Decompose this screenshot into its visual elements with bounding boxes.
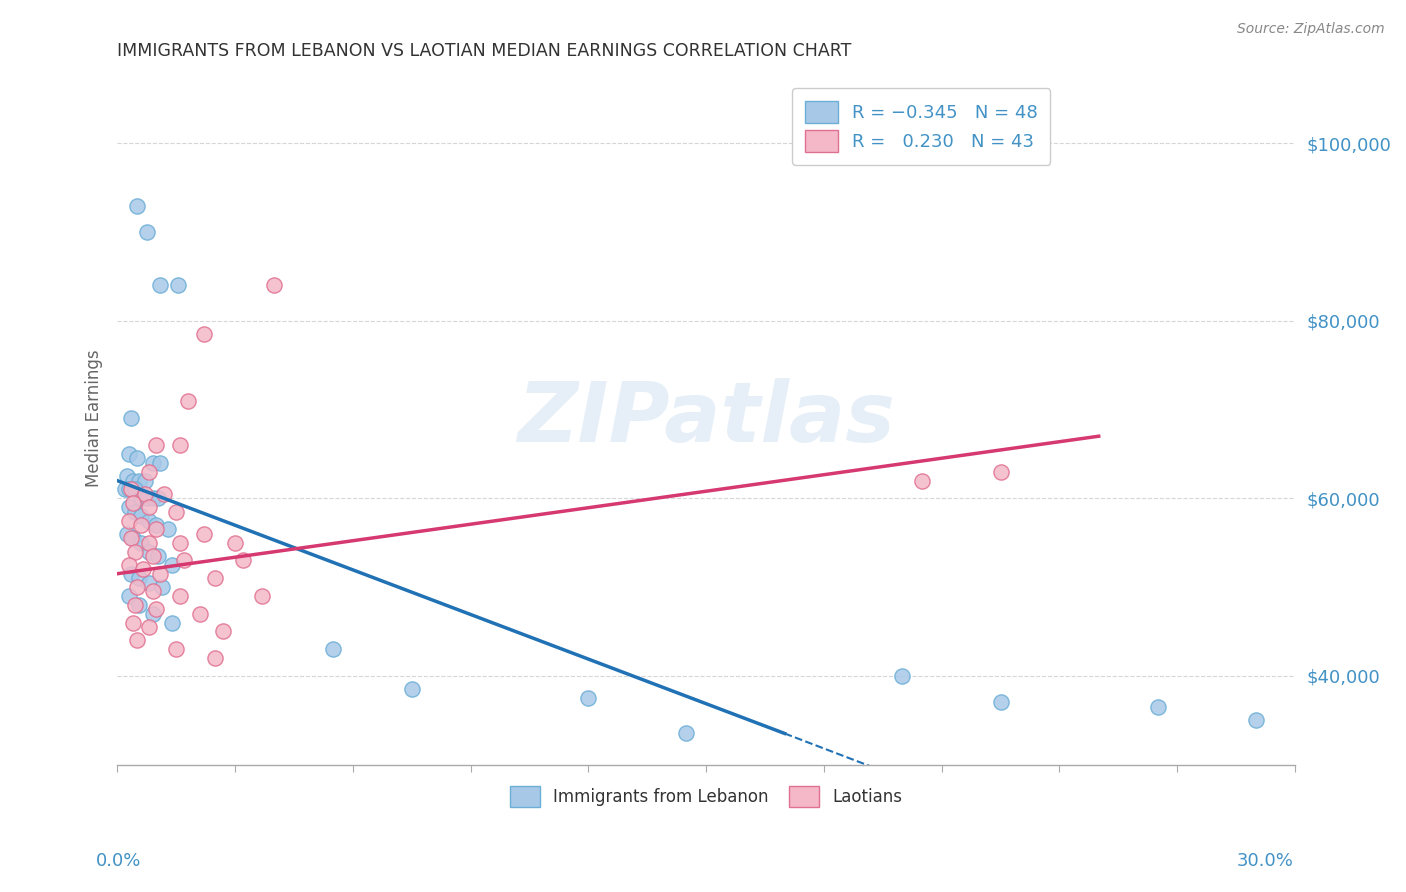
Point <box>141 607 163 621</box>
Point <box>114 483 136 497</box>
Point <box>138 465 160 479</box>
Point <box>911 474 934 488</box>
Point <box>138 500 160 515</box>
Point <box>173 553 195 567</box>
Text: Source: ZipAtlas.com: Source: ZipAtlas.com <box>1237 22 1385 37</box>
Point <box>134 487 156 501</box>
Point <box>145 522 167 536</box>
Point <box>118 589 141 603</box>
Point <box>125 580 148 594</box>
Point <box>138 544 160 558</box>
Point <box>115 469 138 483</box>
Point <box>141 491 163 506</box>
Point <box>122 474 145 488</box>
Point <box>124 598 146 612</box>
Point <box>129 491 152 506</box>
Text: ZIPatlas: ZIPatlas <box>517 378 896 459</box>
Point <box>177 393 200 408</box>
Point <box>131 562 153 576</box>
Point <box>118 514 141 528</box>
Point <box>204 651 226 665</box>
Point <box>204 571 226 585</box>
Point <box>157 522 180 536</box>
Point <box>401 682 423 697</box>
Point <box>118 447 141 461</box>
Point <box>145 438 167 452</box>
Text: 30.0%: 30.0% <box>1237 852 1294 870</box>
Point <box>263 278 285 293</box>
Point <box>129 518 152 533</box>
Point <box>122 615 145 630</box>
Point <box>120 531 142 545</box>
Point <box>149 278 172 293</box>
Point <box>322 642 344 657</box>
Point <box>138 620 160 634</box>
Point <box>124 505 146 519</box>
Point <box>148 549 170 563</box>
Point <box>990 465 1012 479</box>
Point <box>118 483 141 497</box>
Point <box>138 514 160 528</box>
Point <box>124 544 146 558</box>
Point <box>141 549 163 563</box>
Point <box>252 589 274 603</box>
Point <box>141 456 163 470</box>
Point <box>167 278 190 293</box>
Point <box>138 535 160 549</box>
Point <box>120 411 142 425</box>
Point <box>153 487 176 501</box>
Point <box>188 607 211 621</box>
Point <box>125 451 148 466</box>
Point <box>193 526 215 541</box>
Point <box>141 584 163 599</box>
Point <box>990 695 1012 709</box>
Point <box>169 589 191 603</box>
Point <box>129 509 152 524</box>
Point <box>138 575 160 590</box>
Point <box>212 624 235 639</box>
Point <box>125 633 148 648</box>
Point <box>169 438 191 452</box>
Point <box>135 225 157 239</box>
Point <box>150 580 173 594</box>
Point <box>145 518 167 533</box>
Text: IMMIGRANTS FROM LEBANON VS LAOTIAN MEDIAN EARNINGS CORRELATION CHART: IMMIGRANTS FROM LEBANON VS LAOTIAN MEDIA… <box>117 42 852 60</box>
Point <box>128 474 150 488</box>
Point <box>115 526 138 541</box>
Point <box>160 615 183 630</box>
Point <box>128 571 150 585</box>
Y-axis label: Median Earnings: Median Earnings <box>86 350 103 487</box>
Point <box>149 456 172 470</box>
Point <box>118 500 141 515</box>
Point <box>1146 699 1168 714</box>
Point <box>576 690 599 705</box>
Point <box>1244 713 1267 727</box>
Point <box>148 491 170 506</box>
Point <box>165 505 187 519</box>
Point <box>125 198 148 212</box>
Point <box>193 327 215 342</box>
Point <box>165 642 187 657</box>
Point <box>120 566 142 581</box>
Point <box>135 491 157 506</box>
Point <box>118 558 141 572</box>
Point <box>891 669 914 683</box>
Point <box>149 566 172 581</box>
Point <box>169 535 191 549</box>
Point <box>224 535 246 549</box>
Point <box>232 553 254 567</box>
Point <box>122 531 145 545</box>
Point <box>124 483 146 497</box>
Point <box>128 598 150 612</box>
Point <box>145 602 167 616</box>
Point <box>675 726 697 740</box>
Point <box>120 483 142 497</box>
Point <box>122 496 145 510</box>
Point <box>129 535 152 549</box>
Text: 0.0%: 0.0% <box>96 852 141 870</box>
Point <box>134 474 156 488</box>
Legend: Immigrants from Lebanon, Laotians: Immigrants from Lebanon, Laotians <box>502 778 911 815</box>
Point <box>160 558 183 572</box>
